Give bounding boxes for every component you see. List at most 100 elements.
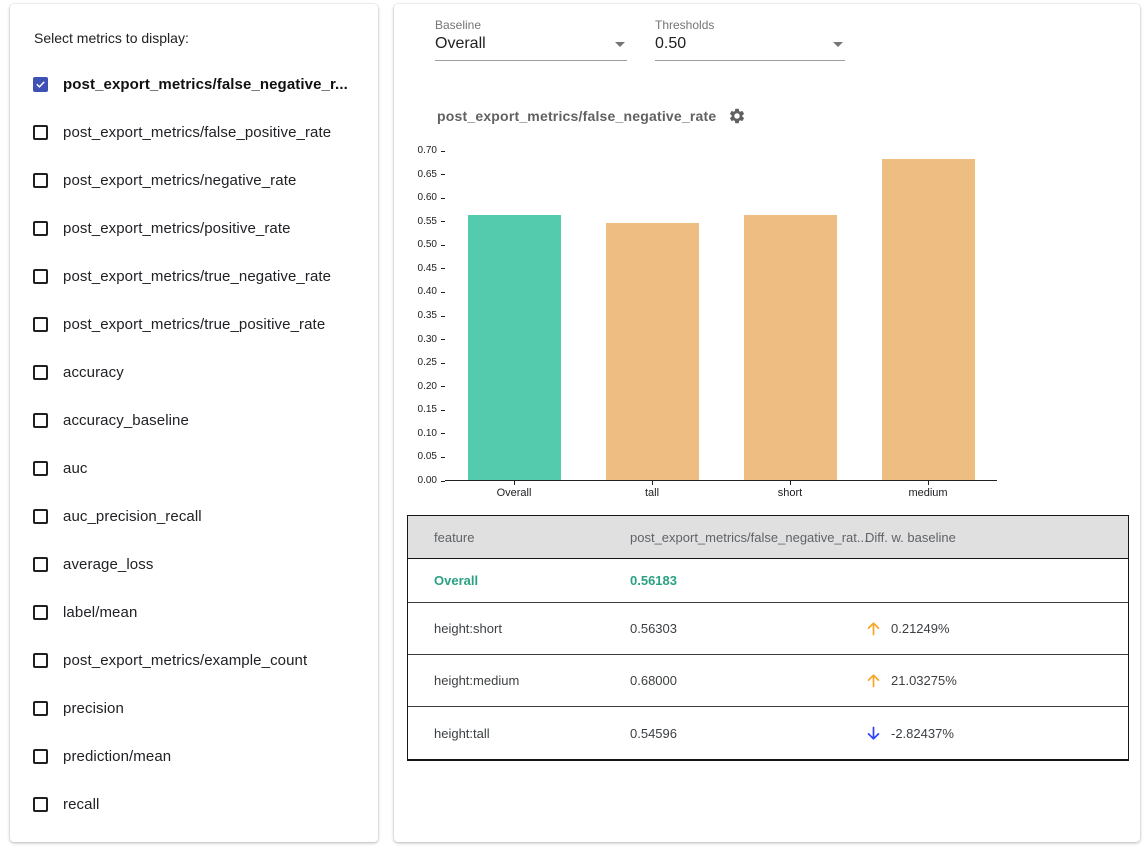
checkbox-unchecked-icon[interactable] — [33, 460, 48, 476]
table-row[interactable]: Overall 0.56183 — [408, 559, 1128, 603]
table-header-row: feature post_export_metrics/false_negati… — [408, 516, 1128, 559]
controls-row: Baseline Overall Thresholds 0.50 — [407, 18, 1129, 61]
metric-label: post_export_metrics/false_negative_r... — [63, 75, 348, 93]
diff-cell: -2.82437% — [865, 725, 1128, 742]
table-body: Overall 0.56183 height:short 0.56303 0.21249… — [408, 559, 1128, 759]
y-axis-tick-label: 0.50 — [417, 239, 437, 251]
metric-checkbox-item[interactable]: accuracy — [33, 348, 358, 396]
feature-cell: height:medium — [434, 673, 520, 688]
table-row[interactable]: height:tall 0.54596 -2.82437% — [408, 707, 1128, 759]
checkbox-unchecked-icon[interactable] — [33, 508, 48, 524]
metric-label: post_export_metrics/false_positive_rate — [63, 123, 332, 141]
x-axis-tick-mark — [652, 481, 653, 485]
checkbox-unchecked-icon[interactable] — [33, 796, 48, 812]
bar-short[interactable] — [743, 214, 837, 480]
metric-checkbox-item[interactable]: post_export_metrics/example_count — [33, 636, 358, 684]
checkbox-unchecked-icon[interactable] — [33, 652, 48, 668]
checkbox-unchecked-icon[interactable] — [33, 316, 48, 332]
baseline-select-value: Overall — [435, 35, 486, 52]
metric-checkbox-item[interactable]: post_export_metrics/positive_rate — [33, 204, 358, 252]
y-axis-tick-mark — [441, 339, 445, 341]
checkbox-unchecked-icon[interactable] — [33, 220, 48, 236]
metrics-sidebar: Select metrics to display: post_export_m… — [10, 4, 378, 842]
metric-checkbox-item[interactable]: post_export_metrics/true_positive_rate — [33, 300, 358, 348]
metric-checkbox-item[interactable]: average_loss — [33, 540, 358, 588]
chart-x-axis-labels: Overall tall short medium — [445, 487, 997, 499]
metric-checkbox-item[interactable]: post_export_metrics/false_positive_rate — [33, 108, 358, 156]
metric-label: label/mean — [63, 603, 138, 621]
metric-checkbox-item[interactable]: label/mean — [33, 588, 358, 636]
checkbox-checked-icon[interactable] — [33, 76, 48, 92]
main-panel: Baseline Overall Thresholds 0.50 post_ex… — [394, 4, 1140, 842]
y-axis-tick-mark — [441, 268, 445, 270]
metric-checkbox-item[interactable]: accuracy_baseline — [33, 396, 358, 444]
thresholds-select-value: 0.50 — [655, 35, 687, 52]
chevron-down-icon — [833, 41, 843, 47]
y-axis-tick-label: 0.55 — [417, 215, 437, 227]
bar-tall[interactable] — [605, 222, 699, 480]
y-axis-tick-mark — [441, 221, 445, 223]
arrow-up-icon — [865, 672, 882, 689]
metric-checkbox-item[interactable]: post_export_metrics/true_negative_rate — [33, 252, 358, 300]
y-axis-tick-mark — [441, 197, 445, 199]
table-row[interactable]: height:medium 0.68000 21.03275% — [408, 655, 1128, 707]
metric-checkbox-item[interactable]: recall — [33, 780, 358, 828]
metric-checkbox-item[interactable]: auc — [33, 444, 358, 492]
thresholds-select-label: Thresholds — [655, 18, 715, 32]
x-axis-label: Overall — [496, 487, 532, 499]
y-axis-tick-mark — [441, 409, 445, 411]
table-header-feature: feature — [434, 529, 475, 545]
checkbox-unchecked-icon[interactable] — [33, 364, 48, 380]
bar-chart: 0.00 0.05 0.10 0.15 0.20 0.25 0.30 0.35 0.40 0.45… — [407, 146, 1129, 486]
checkbox-unchecked-icon[interactable] — [33, 700, 48, 716]
metric-value-cell: 0.68000 — [630, 673, 677, 688]
checkbox-unchecked-icon[interactable] — [33, 604, 48, 620]
baseline-select[interactable]: Baseline Overall — [435, 18, 627, 61]
y-axis-tick-mark — [441, 386, 445, 388]
diff-cell: 0.21249% — [865, 620, 1128, 637]
y-axis-tick-mark — [441, 291, 445, 293]
checkbox-unchecked-icon[interactable] — [33, 124, 48, 140]
metric-checkbox-item[interactable]: auc_precision_recall — [33, 492, 358, 540]
y-axis-tick-mark — [441, 456, 445, 458]
metric-checkbox-item[interactable]: post_export_metrics/negative_rate — [33, 156, 358, 204]
table-header-diff: Diff. w. baseline — [865, 529, 956, 545]
y-axis-tick-mark — [441, 244, 445, 246]
metric-label: post_export_metrics/example_count — [63, 651, 308, 669]
y-axis-tick-mark — [441, 315, 445, 317]
checkbox-unchecked-icon[interactable] — [33, 268, 48, 284]
checkbox-unchecked-icon[interactable] — [33, 556, 48, 572]
checkbox-unchecked-icon[interactable] — [33, 748, 48, 764]
y-axis-tick-label: 0.65 — [417, 168, 437, 180]
chart-plot-area — [445, 151, 997, 485]
bar-overall[interactable] — [467, 215, 561, 480]
settings-gear-icon[interactable] — [728, 107, 746, 125]
checkbox-unchecked-icon[interactable] — [33, 412, 48, 428]
x-axis-tick-mark — [514, 481, 515, 485]
metric-label: post_export_metrics/true_positive_rate — [63, 315, 326, 333]
table-row[interactable]: height:short 0.56303 0.21249% — [408, 603, 1128, 655]
y-axis-tick-label: 0.15 — [417, 404, 437, 416]
checkbox-unchecked-icon[interactable] — [33, 172, 48, 188]
y-axis-tick-label: 0.10 — [417, 427, 437, 439]
metric-label: post_export_metrics/positive_rate — [63, 219, 291, 237]
feature-cell: height:short — [434, 621, 502, 636]
metric-checkbox-item[interactable]: precision — [33, 684, 358, 732]
diff-value: 0.21249% — [891, 621, 950, 636]
metric-checkbox-item[interactable]: post_export_metrics/false_negative_r... — [33, 60, 358, 108]
y-axis-tick-label: 0.40 — [417, 286, 437, 298]
x-axis-label: tall — [644, 487, 660, 499]
y-axis-tick-label: 0.45 — [417, 262, 437, 274]
metric-value-cell: 0.56183 — [630, 573, 677, 588]
bar-medium[interactable] — [881, 159, 975, 480]
metric-label: post_export_metrics/negative_rate — [63, 171, 297, 189]
diff-cell: 21.03275% — [865, 672, 1128, 689]
metrics-table: feature post_export_metrics/false_negati… — [407, 515, 1129, 761]
y-axis-tick-mark — [441, 433, 445, 435]
chart-title: post_export_metrics/false_negative_rate — [437, 108, 717, 124]
y-axis-tick-mark — [441, 174, 445, 176]
metric-checkbox-item[interactable]: prediction/mean — [33, 732, 358, 780]
y-axis-tick-label: 0.20 — [417, 380, 437, 392]
thresholds-select[interactable]: Thresholds 0.50 — [655, 18, 845, 61]
